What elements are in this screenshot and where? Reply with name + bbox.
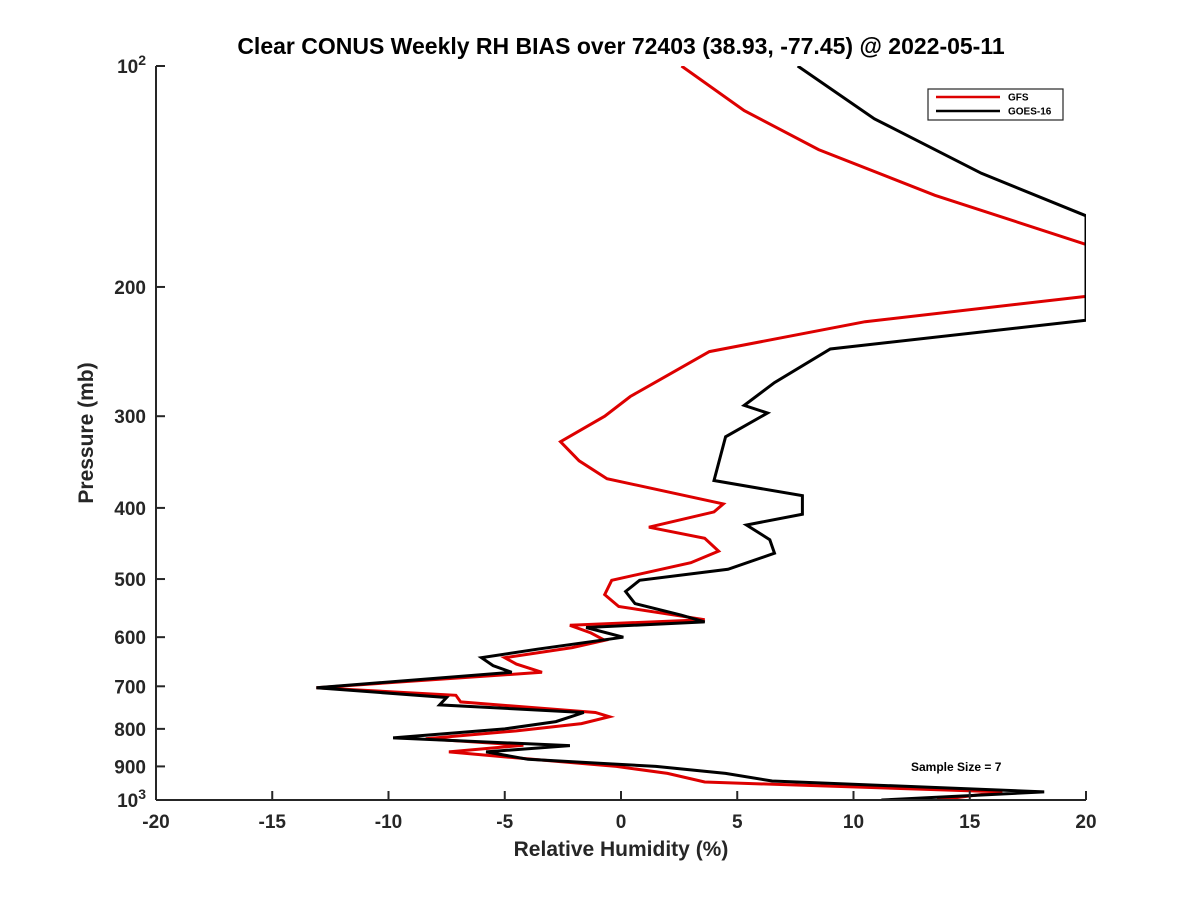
x-tick-label: -5 (496, 812, 513, 833)
x-tick-label: -20 (142, 812, 169, 833)
x-tick-label: 10 (843, 812, 864, 833)
x-tick-label: -15 (259, 812, 287, 833)
x-axis-label: Relative Humidity (%) (514, 838, 729, 861)
y-tick-label: 103 (117, 786, 146, 812)
axes-layer: -20 -15 -10 -5 0 5 10 15 20 102 200 300 400 500 600 700… (114, 52, 1096, 833)
y-tick-label: 700 (114, 677, 146, 698)
legend: GFS GOES-16 (927, 88, 1064, 121)
y-tick-label: 900 (114, 757, 146, 778)
series-line-0 (316, 66, 1086, 800)
x-tick-label: -10 (375, 812, 402, 833)
legend-label: GOES-16 (1008, 107, 1052, 118)
y-tick-label: 800 (114, 720, 146, 741)
legend-box (927, 88, 1064, 121)
legend-label: GFS (1008, 93, 1029, 104)
y-axis-label: Pressure (mb) (75, 362, 98, 503)
y-tick-label: 200 (114, 278, 146, 299)
y-tick-label: 400 (114, 499, 146, 520)
y-tick-label: 300 (114, 407, 146, 428)
y-tick-label: 600 (114, 628, 146, 649)
x-tick-label: 15 (959, 812, 981, 833)
x-tick-label: 5 (732, 812, 743, 833)
y-tick-label: 102 (117, 52, 146, 78)
chart-title: Clear CONUS Weekly RH BIAS over 72403 (3… (237, 33, 1005, 59)
sample-size-annotation: Sample Size = 7 (911, 760, 1002, 774)
series-line-1 (316, 66, 1086, 800)
series-layer (316, 66, 1086, 800)
y-tick-label: 500 (114, 570, 146, 591)
x-tick-label: 20 (1075, 812, 1096, 833)
x-tick-label: 0 (616, 812, 627, 833)
